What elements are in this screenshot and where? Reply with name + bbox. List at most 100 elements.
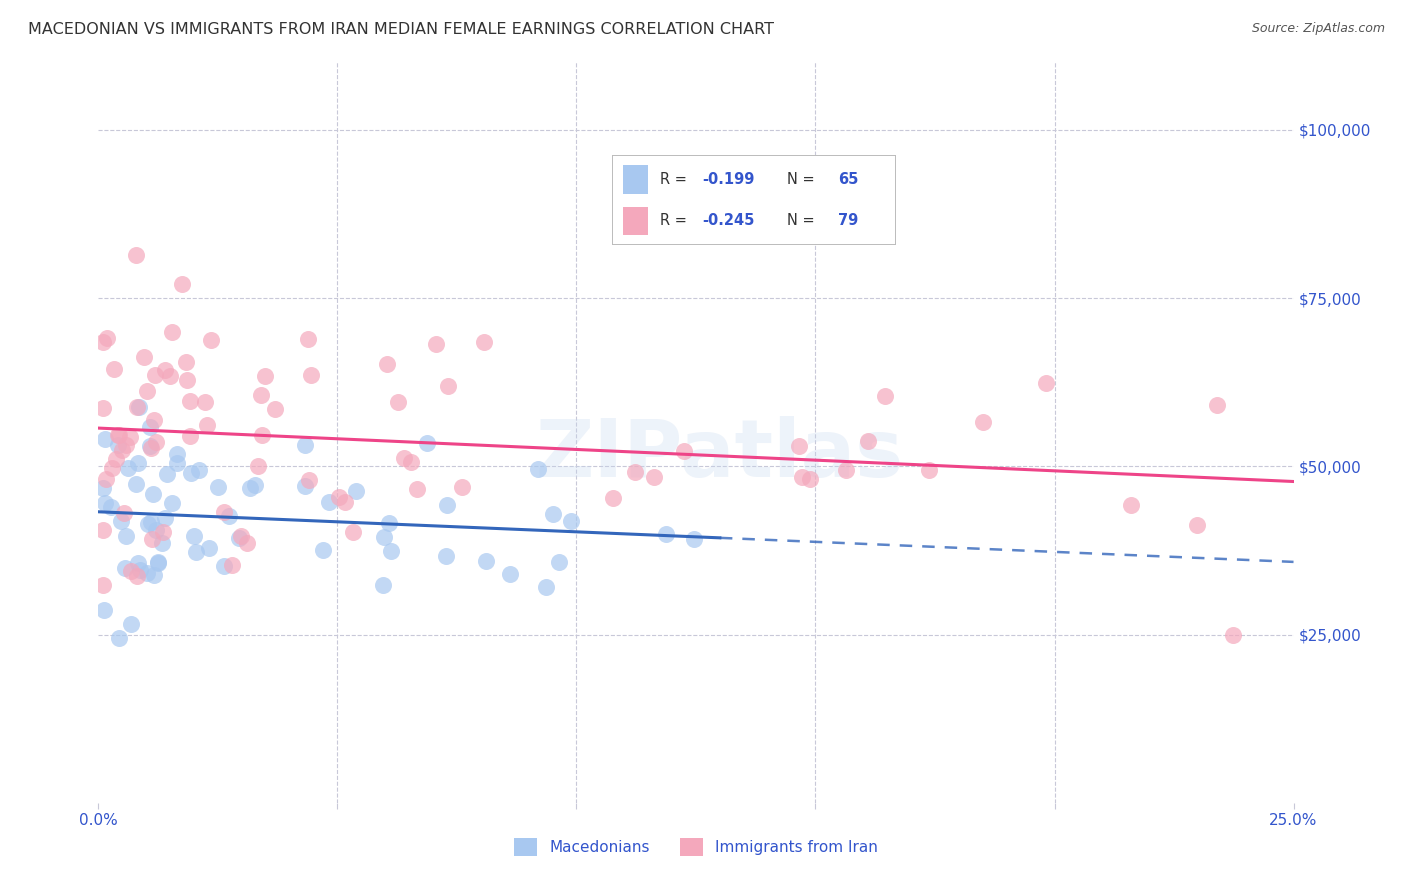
- Point: [139, 442, 162, 456]
- Point: [499, 566, 522, 581]
- Point: [624, 465, 647, 479]
- Point: [239, 482, 262, 496]
- Point: [673, 444, 696, 458]
- Point: [186, 544, 208, 558]
- Point: [91, 523, 114, 537]
- Point: [166, 447, 188, 461]
- Point: [342, 524, 364, 539]
- Point: [94, 432, 117, 446]
- Point: [298, 473, 321, 487]
- Point: [94, 496, 117, 510]
- Point: [436, 498, 458, 512]
- Point: [333, 494, 356, 508]
- Point: [392, 451, 415, 466]
- Point: [91, 334, 114, 349]
- Point: [107, 438, 129, 452]
- Point: [108, 427, 131, 442]
- Point: [200, 333, 222, 347]
- Point: [294, 438, 316, 452]
- Point: [195, 417, 218, 432]
- Point: [107, 428, 129, 442]
- Text: R =: R =: [659, 213, 692, 227]
- Point: [534, 580, 557, 594]
- Point: [377, 516, 399, 530]
- Point: [176, 373, 198, 387]
- Point: [198, 541, 221, 555]
- Point: [328, 490, 350, 504]
- Point: [399, 455, 422, 469]
- Point: [243, 477, 266, 491]
- Point: [128, 400, 150, 414]
- FancyBboxPatch shape: [623, 165, 648, 194]
- Point: [96, 331, 118, 345]
- Point: [835, 463, 858, 477]
- Point: [94, 473, 117, 487]
- Point: [972, 415, 994, 429]
- Point: [176, 354, 198, 368]
- Point: [135, 384, 157, 399]
- Point: [159, 369, 181, 384]
- Text: N =: N =: [787, 172, 820, 186]
- FancyBboxPatch shape: [623, 207, 648, 235]
- Legend: Macedonians, Immigrants from Iran: Macedonians, Immigrants from Iran: [508, 832, 884, 862]
- Point: [250, 388, 273, 402]
- Point: [125, 248, 148, 262]
- Text: 79: 79: [838, 213, 859, 227]
- Point: [387, 395, 409, 409]
- Point: [125, 401, 148, 415]
- Point: [683, 532, 706, 546]
- Point: [1222, 627, 1244, 641]
- Point: [148, 555, 170, 569]
- Point: [373, 578, 395, 592]
- Point: [153, 363, 176, 377]
- Point: [183, 529, 205, 543]
- Point: [120, 616, 142, 631]
- Point: [136, 566, 159, 580]
- Point: [145, 524, 167, 538]
- Point: [110, 514, 132, 528]
- Point: [655, 527, 678, 541]
- Point: [294, 479, 316, 493]
- Point: [150, 535, 173, 549]
- Point: [188, 463, 211, 477]
- Point: [207, 480, 229, 494]
- Point: [132, 350, 155, 364]
- Point: [120, 430, 142, 444]
- Point: [250, 427, 273, 442]
- Text: MACEDONIAN VS IMMIGRANTS FROM IRAN MEDIAN FEMALE EARNINGS CORRELATION CHART: MACEDONIAN VS IMMIGRANTS FROM IRAN MEDIA…: [28, 22, 775, 37]
- Point: [127, 569, 149, 583]
- Point: [101, 461, 124, 475]
- Point: [451, 480, 474, 494]
- Point: [856, 434, 879, 449]
- Point: [437, 378, 460, 392]
- Point: [602, 491, 624, 505]
- Point: [229, 529, 252, 543]
- Point: [547, 555, 569, 569]
- Text: 65: 65: [838, 172, 859, 186]
- Point: [541, 507, 564, 521]
- Point: [111, 443, 134, 458]
- Point: [166, 456, 188, 470]
- Point: [247, 459, 270, 474]
- Point: [254, 368, 277, 383]
- Point: [170, 277, 193, 292]
- Point: [91, 401, 114, 415]
- Point: [475, 554, 498, 568]
- Point: [180, 466, 202, 480]
- Text: ZIPatlas: ZIPatlas: [536, 416, 904, 494]
- Point: [91, 578, 114, 592]
- Point: [263, 402, 285, 417]
- Point: [373, 530, 395, 544]
- Point: [194, 395, 217, 409]
- Point: [160, 496, 183, 510]
- Point: [527, 461, 550, 475]
- Point: [145, 434, 167, 449]
- Point: [141, 533, 163, 547]
- Point: [312, 542, 335, 557]
- Point: [1205, 398, 1227, 412]
- Point: [406, 482, 429, 496]
- Point: [425, 337, 447, 351]
- Point: [125, 477, 148, 491]
- Point: [136, 517, 159, 532]
- Point: [143, 567, 166, 582]
